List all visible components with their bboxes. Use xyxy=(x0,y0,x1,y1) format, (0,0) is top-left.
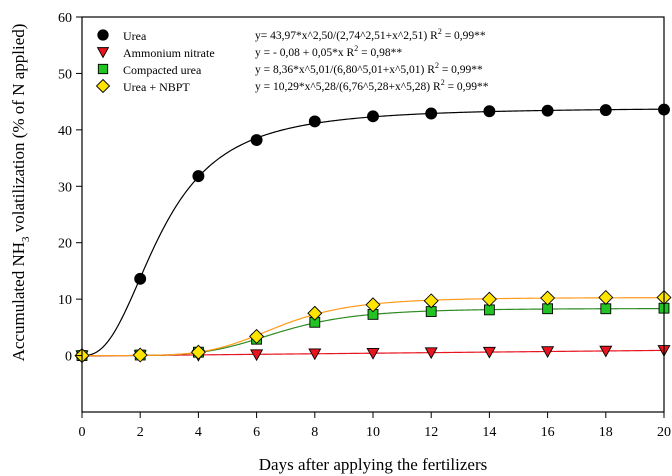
data-markers xyxy=(74,103,672,364)
data-point-series-0 xyxy=(425,107,438,120)
x-tick-label: 20 xyxy=(657,425,671,440)
y-tick-label: 0 xyxy=(65,350,72,365)
data-point-series-0 xyxy=(250,134,263,146)
legend-label-series-1: Ammonium nitrate xyxy=(123,46,215,60)
x-tick-label: 12 xyxy=(424,425,438,440)
equation-r2-value: = 0,99** xyxy=(442,30,486,42)
data-point-series-0 xyxy=(541,104,554,117)
equation-r2-superscript: 2 xyxy=(354,44,358,53)
y-axis-label-suffix: volatilization (% of N applied) xyxy=(9,24,28,237)
x-tick-label: 0 xyxy=(79,425,86,440)
x-tick-label: 16 xyxy=(541,425,555,440)
data-point-series-0 xyxy=(134,272,147,285)
data-point-series-3 xyxy=(249,328,265,344)
x-tick-label: 10 xyxy=(366,425,380,440)
equation-r2-superscript: 2 xyxy=(435,61,439,70)
data-point-series-0 xyxy=(367,110,379,123)
data-point-series-1 xyxy=(366,347,380,360)
equation-r2-value: = 0,98** xyxy=(358,47,402,59)
legend-label-series-2: Compacted urea xyxy=(123,63,202,77)
y-tick-label: 10 xyxy=(58,293,72,308)
equation-series-1: y = - 0,08 + 0,05*x R2 = 0,98** xyxy=(255,44,402,59)
equation-body: y = - 0,08 + 0,05*x R xyxy=(255,47,355,59)
data-point-series-3 xyxy=(598,289,614,305)
x-axis-label: Days after applying the fertilizers xyxy=(259,455,487,474)
data-point-series-3 xyxy=(132,347,148,363)
data-point-series-3 xyxy=(423,293,439,309)
legend-marker-series-0 xyxy=(97,29,109,41)
x-tick-label: 14 xyxy=(482,425,496,440)
equation-series-3: y = 10,29*x^5,28/(6,76^5,28+x^5,28) R2 =… xyxy=(255,78,489,93)
y-tick-label: 50 xyxy=(58,67,72,82)
legend-label-series-0: Urea xyxy=(123,29,147,43)
y-axis: 0 10 20 30 40 50 60 xyxy=(58,11,82,365)
equation-r2-value: = 0,99** xyxy=(439,64,483,76)
equation-body: y = 10,29*x^5,28/(6,76^5,28+x^5,28) R xyxy=(255,81,441,93)
equation-r2-value: = 0,99** xyxy=(445,81,489,93)
x-tick-label: 8 xyxy=(311,425,318,440)
legend-marker-series-3 xyxy=(95,78,111,94)
data-point-series-0 xyxy=(192,170,205,183)
y-tick-label: 40 xyxy=(58,124,72,139)
y-tick-label: 20 xyxy=(58,237,72,252)
x-tick-label: 2 xyxy=(137,425,144,440)
data-point-series-3 xyxy=(190,344,206,360)
data-point-series-3 xyxy=(307,305,323,321)
data-point-series-0 xyxy=(483,105,496,118)
data-point-series-2 xyxy=(600,303,612,315)
data-point-series-0 xyxy=(308,115,321,128)
data-point-series-1 xyxy=(308,348,322,361)
equation-r2-superscript: 2 xyxy=(441,78,445,87)
data-point-series-1 xyxy=(424,347,438,360)
data-point-series-1 xyxy=(482,346,496,359)
data-point-series-1 xyxy=(250,349,264,362)
data-point-series-3 xyxy=(481,291,497,307)
y-axis-label: Accumulated NH3 volatilization (% of N a… xyxy=(9,24,32,362)
y-axis-label-sub: 3 xyxy=(20,236,32,242)
equation-body: y= 43,97*x^2,50/(2,74^2,51+x^2,51) R xyxy=(255,30,438,42)
legend: Urea Ammonium nitrate Compacted urea Urea +… xyxy=(95,29,215,94)
legend-marker-series-1 xyxy=(96,47,110,59)
x-tick-label: 6 xyxy=(253,425,260,440)
equation-body: y = 8,36*x^5,01/(6,80^5,01+x^5,01) R xyxy=(255,64,435,76)
x-tick-label: 4 xyxy=(195,425,202,440)
equation-series-0: y= 43,97*x^2,50/(2,74^2,51+x^2,51) R2 = … xyxy=(255,27,486,42)
equations: y= 43,97*x^2,50/(2,74^2,51+x^2,51) R2 = … xyxy=(255,27,489,93)
legend-marker-series-2 xyxy=(97,63,109,75)
y-tick-label: 60 xyxy=(58,11,72,26)
y-axis-label-prefix: Accumulated NH xyxy=(9,242,28,361)
data-point-series-1 xyxy=(541,346,555,359)
data-point-series-3 xyxy=(365,297,381,313)
equation-series-2: y = 8,36*x^5,01/(6,80^5,01+x^5,01) R2 = … xyxy=(255,61,483,76)
y-tick-label: 30 xyxy=(58,180,72,195)
x-tick-label: 18 xyxy=(599,425,613,440)
data-point-series-1 xyxy=(599,345,613,358)
legend-label-series-3: Urea + NBPT xyxy=(123,80,190,94)
data-point-series-0 xyxy=(599,104,612,117)
equation-r2-superscript: 2 xyxy=(438,27,442,36)
x-axis: 0 2 4 6 8 10 12 14 16 18 20 xyxy=(79,412,671,440)
data-point-series-3 xyxy=(540,290,556,306)
